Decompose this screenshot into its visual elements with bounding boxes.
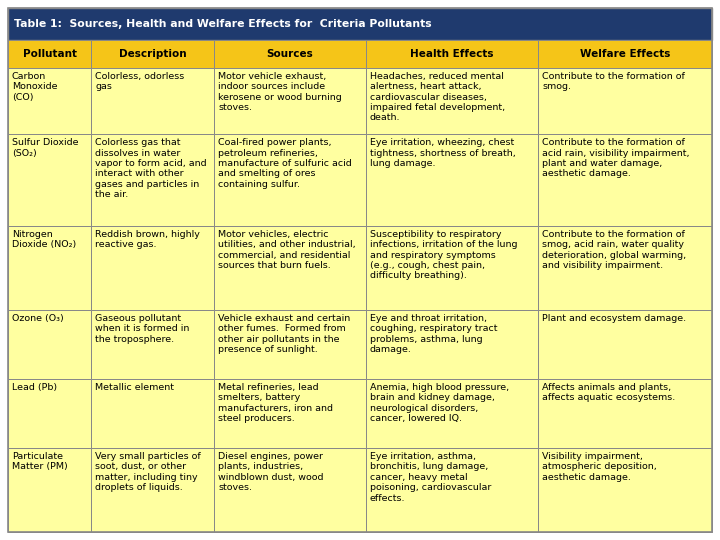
Bar [215, 68, 366, 134]
Bar [91, 68, 215, 134]
Text: Ozone (O₃): Ozone (O₃) [12, 314, 64, 323]
Bar [8, 448, 91, 532]
Text: Anemia, high blood pressure,
brain and kidney damage,
neurological disorders,
ca: Anemia, high blood pressure, brain and k… [369, 383, 509, 423]
Text: Nitrogen
Dioxide (NO₂): Nitrogen Dioxide (NO₂) [12, 230, 76, 249]
Text: Table 1:  Sources, Health and Welfare Effects for  Criteria Pollutants: Table 1: Sources, Health and Welfare Eff… [14, 19, 431, 29]
Bar [215, 310, 366, 379]
Bar [8, 68, 91, 134]
Bar [366, 40, 538, 68]
Text: Vehicle exhaust and certain
other fumes.  Formed from
other air pollutants in th: Vehicle exhaust and certain other fumes.… [218, 314, 351, 354]
Text: Sulfur Dioxide
(SO₂): Sulfur Dioxide (SO₂) [12, 138, 78, 158]
Bar [215, 40, 366, 68]
Text: Diesel engines, power
plants, industries,
windblown dust, wood
stoves.: Diesel engines, power plants, industries… [218, 452, 324, 492]
Bar [8, 134, 91, 226]
Bar [8, 8, 712, 40]
Bar [538, 448, 712, 532]
Bar [8, 226, 91, 310]
Bar [215, 379, 366, 448]
Text: Gaseous pollutant
when it is formed in
the troposphere.: Gaseous pollutant when it is formed in t… [95, 314, 189, 343]
Text: Carbon
Monoxide
(CO): Carbon Monoxide (CO) [12, 72, 58, 102]
Bar [366, 310, 538, 379]
Bar [538, 310, 712, 379]
Text: Susceptibility to respiratory
infections, irritation of the lung
and respiratory: Susceptibility to respiratory infections… [369, 230, 517, 280]
Text: Plant and ecosystem damage.: Plant and ecosystem damage. [542, 314, 686, 323]
Bar [91, 379, 215, 448]
Text: Reddish brown, highly
reactive gas.: Reddish brown, highly reactive gas. [95, 230, 200, 249]
Text: Contribute to the formation of
smog, acid rain, water quality
deterioration, glo: Contribute to the formation of smog, aci… [542, 230, 686, 270]
Text: Pollutant: Pollutant [22, 49, 76, 59]
Text: Affects animals and plants,
affects aquatic ecosystems.: Affects animals and plants, affects aqua… [542, 383, 675, 402]
Bar [538, 134, 712, 226]
Bar [91, 40, 215, 68]
Bar [538, 68, 712, 134]
Bar [538, 40, 712, 68]
Text: Description: Description [119, 49, 186, 59]
Bar [8, 40, 91, 68]
Text: Eye and throat irritation,
coughing, respiratory tract
problems, asthma, lung
da: Eye and throat irritation, coughing, res… [369, 314, 497, 354]
Text: Motor vehicle exhaust,
indoor sources include
kerosene or wood burning
stoves.: Motor vehicle exhaust, indoor sources in… [218, 72, 342, 112]
Text: Very small particles of
soot, dust, or other
matter, including tiny
droplets of : Very small particles of soot, dust, or o… [95, 452, 201, 492]
Bar [366, 448, 538, 532]
Bar [215, 448, 366, 532]
Bar [91, 134, 215, 226]
Text: Contribute to the formation of
smog.: Contribute to the formation of smog. [542, 72, 685, 91]
Bar [91, 448, 215, 532]
Bar [8, 310, 91, 379]
Text: Motor vehicles, electric
utilities, and other industrial,
commercial, and reside: Motor vehicles, electric utilities, and … [218, 230, 356, 270]
Text: Headaches, reduced mental
alertness, heart attack,
cardiovascular diseases,
impa: Headaches, reduced mental alertness, hea… [369, 72, 505, 123]
Bar [215, 226, 366, 310]
Bar [538, 379, 712, 448]
Bar [91, 226, 215, 310]
Text: Particulate
Matter (PM): Particulate Matter (PM) [12, 452, 68, 471]
Text: Welfare Effects: Welfare Effects [580, 49, 670, 59]
Text: Colorless, odorless
gas: Colorless, odorless gas [95, 72, 184, 91]
Bar [215, 134, 366, 226]
Text: Health Effects: Health Effects [410, 49, 494, 59]
Bar [91, 310, 215, 379]
Text: Colorless gas that
dissolves in water
vapor to form acid, and
interact with othe: Colorless gas that dissolves in water va… [95, 138, 207, 199]
Text: Coal-fired power plants,
petroleum refineries,
manufacture of sulfuric acid
and : Coal-fired power plants, petroleum refin… [218, 138, 352, 189]
Text: Contribute to the formation of
acid rain, visibility impairment,
plant and water: Contribute to the formation of acid rain… [542, 138, 690, 179]
Text: Metallic element: Metallic element [95, 383, 174, 392]
Text: Eye irritation, wheezing, chest
tightness, shortness of breath,
lung damage.: Eye irritation, wheezing, chest tightnes… [369, 138, 516, 168]
Bar [366, 134, 538, 226]
Text: Visibility impairment,
atmospheric deposition,
aesthetic damage.: Visibility impairment, atmospheric depos… [542, 452, 657, 482]
Bar [366, 68, 538, 134]
Text: Metal refineries, lead
smelters, battery
manufacturers, iron and
steel producers: Metal refineries, lead smelters, battery… [218, 383, 333, 423]
Bar [538, 226, 712, 310]
Text: Lead (Pb): Lead (Pb) [12, 383, 57, 392]
Text: Sources: Sources [266, 49, 313, 59]
Text: Eye irritation, asthma,
bronchitis, lung damage,
cancer, heavy metal
poisoning, : Eye irritation, asthma, bronchitis, lung… [369, 452, 491, 503]
Bar [366, 226, 538, 310]
Bar [8, 379, 91, 448]
Bar [366, 379, 538, 448]
